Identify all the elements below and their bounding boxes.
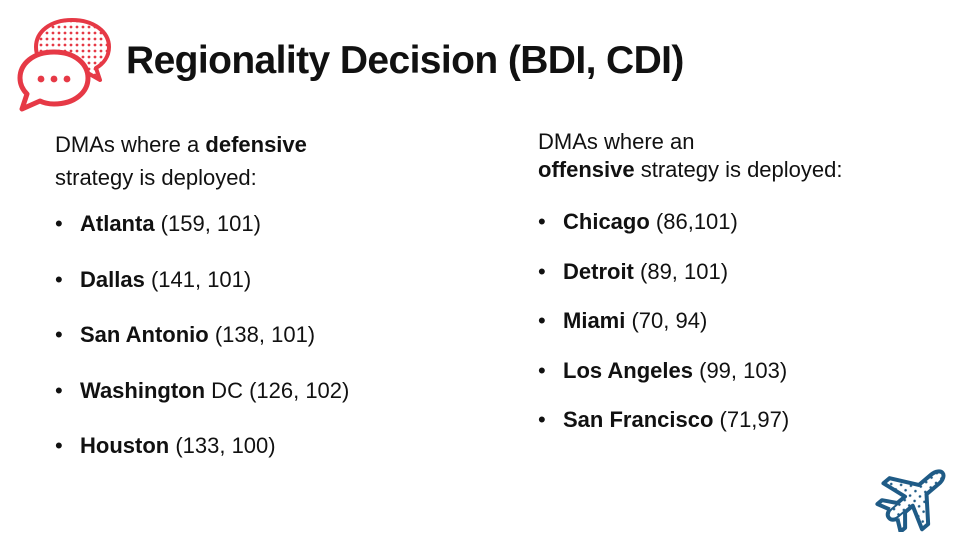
list-item: San Francisco (71,97) <box>538 406 858 434</box>
defensive-intro-text-end: strategy is deployed: <box>55 165 257 190</box>
offensive-column: DMAs where an offensive strategy is depl… <box>538 128 858 456</box>
dma-city: Houston <box>80 433 170 458</box>
list-item: San Antonio (138, 101) <box>55 321 375 349</box>
dma-city: Miami <box>563 308 626 333</box>
defensive-intro: DMAs where a defensive strategy is deplo… <box>55 128 375 194</box>
dma-index: DC (126, 102) <box>205 377 350 403</box>
airplane-icon <box>875 469 946 532</box>
list-item: Dallas (141, 101) <box>55 266 375 294</box>
dma-index: (133, 100) <box>169 433 276 458</box>
defensive-column: DMAs where a defensive strategy is deplo… <box>55 128 375 488</box>
dma-index: (141, 101) <box>144 266 252 292</box>
dma-index: (99, 103) <box>693 357 788 383</box>
list-item: Houston (133, 100) <box>55 432 375 460</box>
offensive-list: Chicago (86,101) Detroit (89, 101) Miami… <box>538 208 858 434</box>
offensive-intro-text: DMAs where an <box>538 129 695 154</box>
dma-index: (138, 101) <box>208 322 316 347</box>
dma-city: Los Angeles <box>563 357 693 383</box>
dma-index: (70, 94) <box>625 308 708 333</box>
dma-city: Chicago <box>563 209 650 234</box>
list-item: Chicago (86,101) <box>538 208 858 236</box>
defensive-intro-bold: defensive <box>205 132 307 157</box>
offensive-intro: DMAs where an offensive strategy is depl… <box>538 128 858 184</box>
defensive-intro-text: DMAs where a <box>55 132 206 157</box>
dma-city: Detroit <box>563 258 634 284</box>
dma-city: Washington <box>80 377 206 403</box>
dma-index: (86,101) <box>649 209 738 234</box>
offensive-intro-bold: offensive <box>538 157 635 182</box>
list-item: Washington DC (126, 102) <box>55 377 375 405</box>
defensive-list: Atlanta (159, 101) Dallas (141, 101) San… <box>55 210 375 460</box>
dma-city: San Francisco <box>563 407 714 432</box>
dma-index: (89, 101) <box>633 258 729 284</box>
list-item: Los Angeles (99, 103) <box>538 357 858 385</box>
offensive-intro-text-end: strategy is deployed: <box>634 157 843 182</box>
list-item: Detroit (89, 101) <box>538 258 858 286</box>
page-title: Regionality Decision (BDI, CDI) <box>126 39 684 82</box>
chat-bubbles-icon <box>17 18 111 112</box>
dma-city: Atlanta <box>80 211 155 236</box>
list-item: Miami (70, 94) <box>538 307 858 335</box>
dma-city: San Antonio <box>80 322 209 347</box>
dma-city: Dallas <box>80 266 145 292</box>
dma-index: (159, 101) <box>154 211 261 236</box>
dma-index: (71,97) <box>713 407 790 432</box>
list-item: Atlanta (159, 101) <box>55 210 375 238</box>
